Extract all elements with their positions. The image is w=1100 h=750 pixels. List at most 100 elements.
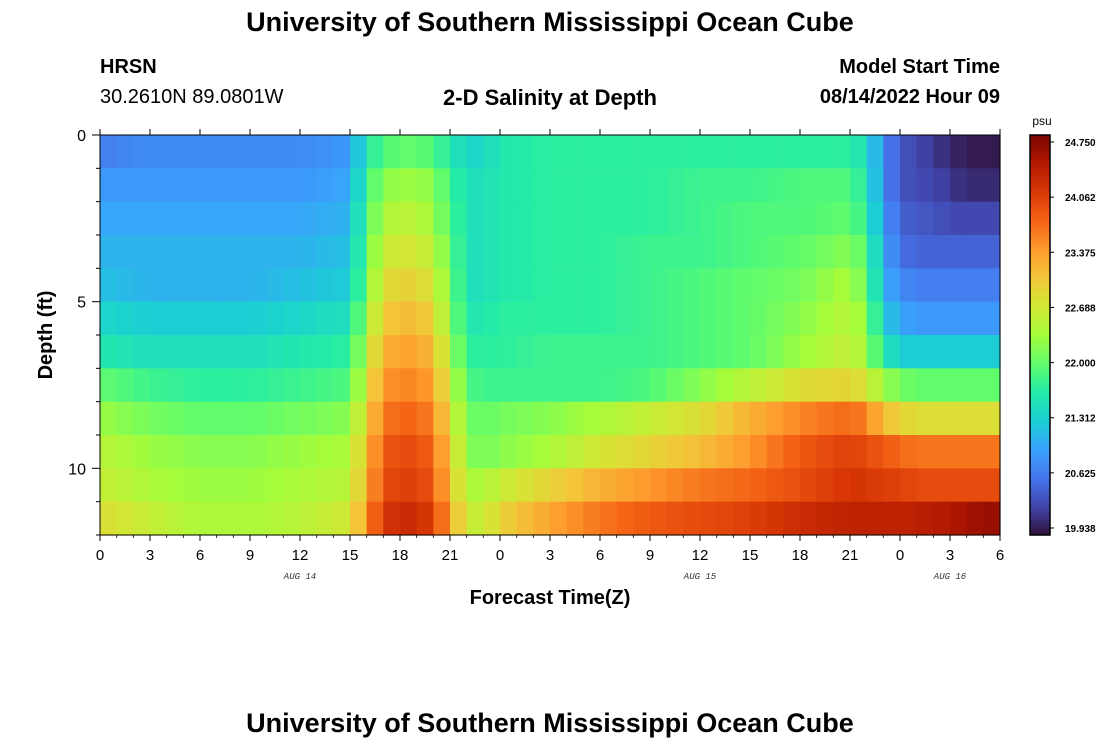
heatmap-cell xyxy=(633,235,651,269)
heatmap-cell xyxy=(833,168,851,203)
heatmap-cell xyxy=(666,368,684,403)
heatmap-cell xyxy=(383,501,401,536)
heatmap-cell xyxy=(133,401,151,436)
heatmap-cell xyxy=(683,401,701,436)
heatmap-cell xyxy=(733,368,751,403)
heatmap-cell xyxy=(316,401,334,436)
heatmap-cell xyxy=(333,135,351,169)
x-tick-label: 9 xyxy=(246,547,254,564)
heatmap-cell xyxy=(716,135,734,169)
heatmap-cell xyxy=(500,301,518,336)
heatmap-cell xyxy=(866,468,884,503)
x-tick-label: 21 xyxy=(442,547,459,564)
heatmap-cell xyxy=(100,268,118,303)
y-tick-label: 0 xyxy=(77,128,86,145)
heatmap-cell xyxy=(833,335,851,369)
heatmap-cell xyxy=(933,235,951,269)
heatmap-cell xyxy=(900,368,918,403)
heatmap-cell xyxy=(800,201,818,236)
heatmap-cell xyxy=(766,268,784,303)
heatmap-cell xyxy=(733,468,751,503)
heatmap-cell xyxy=(150,301,168,336)
heatmap-cell xyxy=(700,335,718,369)
heatmap-cell xyxy=(716,201,734,236)
heatmap-cell xyxy=(666,168,684,203)
heatmap-cell xyxy=(366,168,384,203)
heatmap-cell xyxy=(683,501,701,536)
heatmap-cell xyxy=(750,368,768,403)
heatmap-cell xyxy=(250,268,268,303)
heatmap-cell xyxy=(850,368,868,403)
heatmap-cell xyxy=(700,301,718,336)
heatmap-cell xyxy=(500,401,518,436)
heatmap-cell xyxy=(550,235,568,269)
station-name: HRSN xyxy=(100,56,157,78)
heatmap-cell xyxy=(450,235,468,269)
heatmap-cell xyxy=(483,435,501,469)
heatmap-cell xyxy=(750,468,768,503)
heatmap-cell xyxy=(483,235,501,269)
heatmap-cell xyxy=(816,368,834,403)
heatmap-cell xyxy=(516,235,534,269)
x-axis-label: Forecast Time(Z) xyxy=(470,587,631,609)
heatmap-cell xyxy=(183,135,201,169)
heatmap-cell xyxy=(966,368,984,403)
heatmap-cell xyxy=(416,368,434,403)
heatmap-cell xyxy=(616,135,634,169)
heatmap-cell xyxy=(850,468,868,503)
heatmap-cell xyxy=(300,201,318,236)
heatmap-cell xyxy=(483,501,501,536)
y-tick-label: 10 xyxy=(68,461,86,478)
heatmap-cell xyxy=(283,168,301,203)
heatmap-cell xyxy=(850,201,868,236)
heatmap-cell xyxy=(716,368,734,403)
heatmap-cell xyxy=(250,468,268,503)
heatmap-cell xyxy=(966,168,984,203)
heatmap-cell xyxy=(533,468,551,503)
heatmap-cell xyxy=(300,268,318,303)
heatmap-cell xyxy=(116,468,134,503)
heatmap-cell xyxy=(666,201,684,236)
heatmap-cell xyxy=(383,435,401,469)
colorbar-gradient xyxy=(1029,134,1051,536)
heatmap-cell xyxy=(500,368,518,403)
heatmap-cell xyxy=(833,301,851,336)
heatmap-cell xyxy=(450,135,468,169)
heatmap-cell xyxy=(133,501,151,536)
heatmap-cell xyxy=(483,168,501,203)
heatmap-cell xyxy=(300,401,318,436)
heatmap-cell xyxy=(300,368,318,403)
heatmap-cell xyxy=(516,135,534,169)
colorbar-tick-label: 24.062 xyxy=(1065,193,1096,204)
plot-title: 2-D Salinity at Depth xyxy=(443,85,657,110)
heatmap-cell xyxy=(416,235,434,269)
heatmap-cell xyxy=(616,368,634,403)
heatmap-cell xyxy=(833,468,851,503)
heatmap-cell xyxy=(866,301,884,336)
heatmap-cell xyxy=(100,135,118,169)
heatmap-cell xyxy=(416,435,434,469)
heatmap-cell xyxy=(716,235,734,269)
heatmap-cell xyxy=(100,401,118,436)
heatmap-cell xyxy=(566,268,584,303)
heatmap-cell xyxy=(783,235,801,269)
heatmap-cell xyxy=(783,335,801,369)
heatmap-cell xyxy=(650,168,668,203)
heatmap-cell xyxy=(200,401,218,436)
heatmap-cell xyxy=(933,435,951,469)
heatmap-cell xyxy=(466,135,484,169)
heatmap-cell xyxy=(250,135,268,169)
heatmap-cell xyxy=(900,201,918,236)
heatmap-cell xyxy=(166,335,184,369)
heatmap-cell xyxy=(233,201,251,236)
heatmap-cell xyxy=(116,168,134,203)
heatmap-cell xyxy=(783,268,801,303)
heatmap-cell xyxy=(416,335,434,369)
heatmap-cells xyxy=(100,135,1001,536)
heatmap-cell xyxy=(266,335,284,369)
x-tick-label: 0 xyxy=(896,547,904,564)
heatmap-cell xyxy=(116,435,134,469)
heatmap-cell xyxy=(383,401,401,436)
heatmap-cell xyxy=(166,468,184,503)
heatmap-cell xyxy=(700,268,718,303)
